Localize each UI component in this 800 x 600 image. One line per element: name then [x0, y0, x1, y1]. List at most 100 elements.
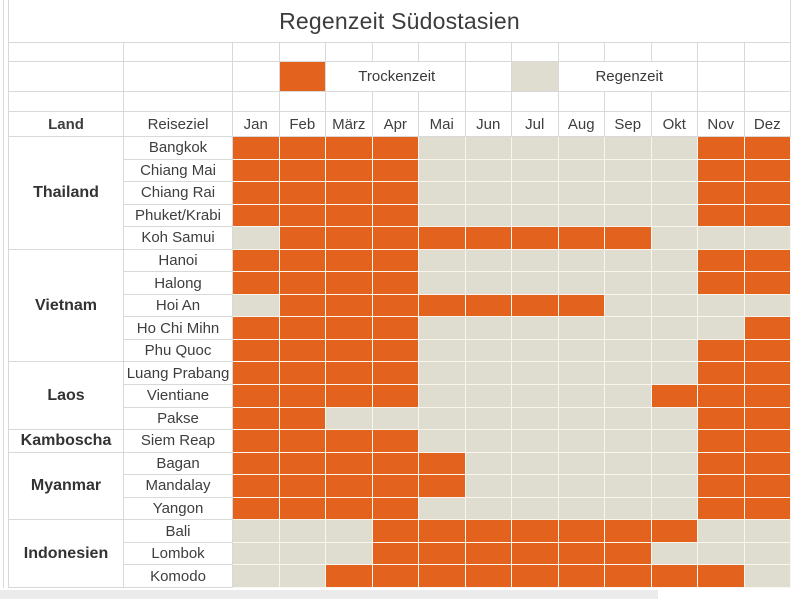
legend-reiseziel-cell	[124, 62, 233, 92]
season-cell	[605, 249, 652, 273]
season-cell	[512, 362, 559, 386]
season-cell	[605, 339, 652, 363]
season-cell	[744, 362, 791, 386]
season-cell	[558, 137, 605, 160]
city-label: Luang Prabang	[124, 362, 233, 386]
season-cell	[605, 385, 652, 408]
season-cell	[233, 137, 280, 160]
season-cell	[233, 497, 280, 521]
season-cell	[419, 159, 466, 183]
season-cell	[651, 227, 698, 250]
spacer-row-bottom	[8, 92, 791, 112]
season-cell	[372, 159, 419, 183]
wet-season-label: Regenzeit	[558, 62, 698, 92]
season-cell	[372, 362, 419, 386]
season-cell	[279, 430, 326, 453]
season-cell	[419, 407, 466, 431]
city-label: Koh Samui	[124, 227, 233, 250]
season-cell	[419, 249, 466, 273]
season-cell	[698, 497, 745, 521]
land-column-header: Land	[8, 112, 124, 137]
country-label: Laos	[8, 362, 124, 431]
season-cell	[419, 385, 466, 408]
season-cell	[744, 182, 791, 205]
season-cell	[465, 182, 512, 205]
season-cell	[419, 272, 466, 295]
season-cell	[744, 520, 791, 543]
season-cell	[279, 475, 326, 498]
season-grid: Thailand Bangkok Chiang Mai Chiang Rai Phuke…	[8, 137, 791, 588]
season-cell	[279, 407, 326, 431]
season-cell	[512, 317, 559, 340]
month-header: Mai	[419, 112, 466, 137]
month-header: Sep	[605, 112, 652, 137]
season-cell	[419, 475, 466, 498]
season-cell	[465, 249, 512, 273]
empty-grid-cell	[698, 92, 745, 112]
season-cell	[233, 339, 280, 363]
city-label: Komodo	[124, 565, 233, 588]
season-cell	[651, 159, 698, 183]
season-cell	[465, 520, 512, 543]
season-cell	[372, 497, 419, 521]
season-cell	[279, 565, 326, 588]
season-cell	[279, 137, 326, 160]
season-cell	[465, 452, 512, 476]
season-cell	[744, 137, 791, 160]
season-cell	[279, 249, 326, 273]
season-cell	[512, 227, 559, 250]
season-cell	[605, 565, 652, 588]
season-cell	[279, 520, 326, 543]
season-cell	[558, 204, 605, 228]
season-cell	[698, 159, 745, 183]
season-cell	[465, 227, 512, 250]
season-cell	[326, 317, 373, 340]
season-cell	[698, 542, 745, 566]
season-cell	[558, 362, 605, 386]
season-cell	[233, 317, 280, 340]
season-cell	[605, 137, 652, 160]
season-cell	[326, 362, 373, 386]
season-cell	[558, 317, 605, 340]
season-cell	[651, 272, 698, 295]
empty-grid-cell	[651, 43, 698, 62]
empty-grid-cell	[419, 43, 466, 62]
column-header-row: Land Reiseziel Jan Feb März Apr Mai Jun Jul Aug…	[8, 112, 791, 137]
season-cell	[512, 497, 559, 521]
season-cell	[605, 452, 652, 476]
season-cell	[698, 385, 745, 408]
season-cell	[512, 339, 559, 363]
season-cell	[419, 294, 466, 318]
season-cell	[651, 407, 698, 431]
season-cell	[558, 249, 605, 273]
left-gridline	[3, 0, 4, 588]
season-cell	[558, 182, 605, 205]
dry-season-label: Trockenzeit	[326, 62, 466, 92]
season-cell	[744, 475, 791, 498]
season-cell	[419, 137, 466, 160]
season-cell	[465, 475, 512, 498]
season-cell	[372, 182, 419, 205]
season-cell	[279, 272, 326, 295]
empty-grid-cell	[326, 92, 373, 112]
season-cell	[698, 362, 745, 386]
season-cell	[512, 159, 559, 183]
season-cell	[465, 272, 512, 295]
empty-grid-cell	[233, 43, 280, 62]
city-label: Bali	[124, 520, 233, 543]
season-cell	[279, 204, 326, 228]
season-cell	[372, 430, 419, 453]
season-cell	[233, 475, 280, 498]
empty-grid-cell	[465, 43, 512, 62]
season-cell	[744, 159, 791, 183]
season-cell	[326, 204, 373, 228]
season-cell	[605, 204, 652, 228]
empty-grid-cell	[744, 92, 791, 112]
season-cell	[698, 227, 745, 250]
city-label: Ho Chi Mihn	[124, 317, 233, 340]
season-cell	[698, 520, 745, 543]
season-cell	[326, 385, 373, 408]
month-header: Feb	[279, 112, 326, 137]
season-cell	[233, 542, 280, 566]
season-cell	[558, 430, 605, 453]
